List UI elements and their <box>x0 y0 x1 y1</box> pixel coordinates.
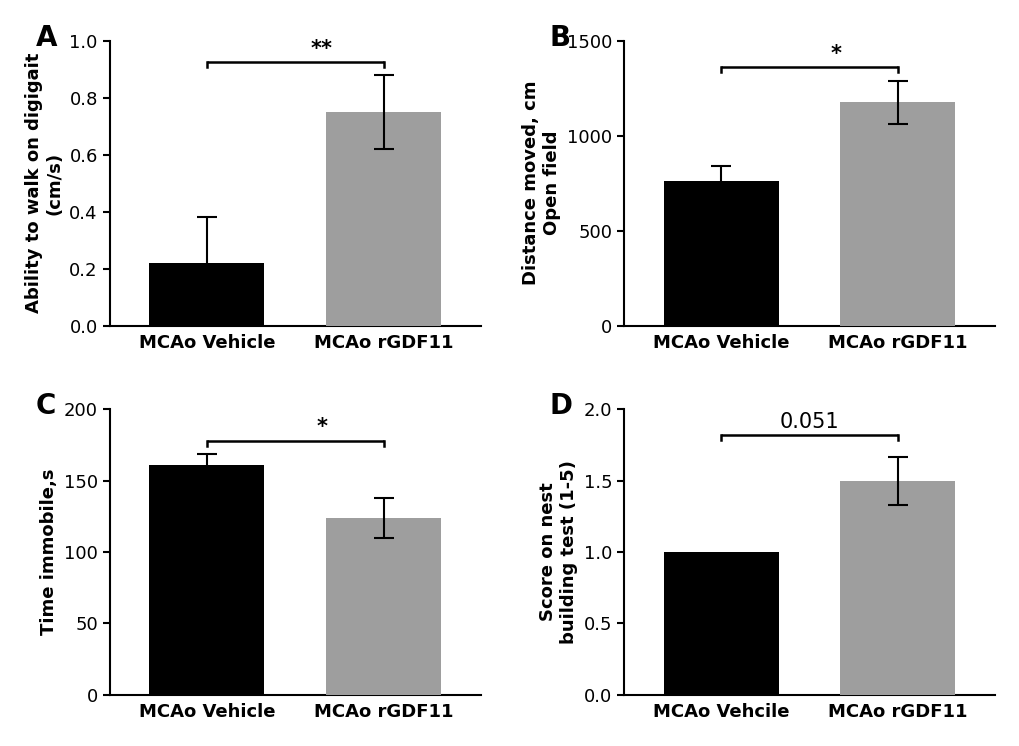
Y-axis label: Score on nest
building test (1-5): Score on nest building test (1-5) <box>539 460 578 644</box>
Bar <box>840 102 955 326</box>
Bar <box>326 518 440 695</box>
Bar <box>149 465 264 695</box>
Bar <box>326 112 440 326</box>
Text: 0.051: 0.051 <box>779 413 839 433</box>
Text: *: * <box>829 45 841 64</box>
Text: **: ** <box>311 40 332 59</box>
Y-axis label: Ability to walk on digigait
(cm/s): Ability to walk on digigait (cm/s) <box>25 53 64 313</box>
Text: B: B <box>549 24 571 51</box>
Y-axis label: Distance moved, cm
Open field: Distance moved, cm Open field <box>522 81 560 286</box>
Y-axis label: Time immobile,s: Time immobile,s <box>40 468 58 636</box>
Text: *: * <box>316 416 327 436</box>
Bar <box>149 263 264 326</box>
Text: A: A <box>36 24 57 51</box>
Text: D: D <box>549 392 572 421</box>
Bar <box>663 181 777 326</box>
Bar <box>840 480 955 695</box>
Bar <box>663 552 777 695</box>
Text: C: C <box>36 392 56 421</box>
